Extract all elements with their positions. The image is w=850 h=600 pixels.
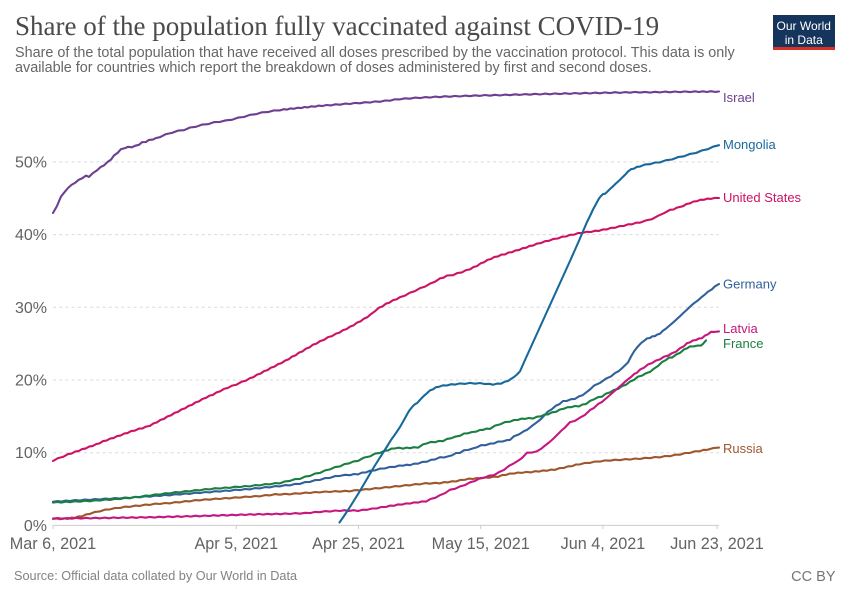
svg-text:Jun 23, 2021: Jun 23, 2021 — [670, 535, 764, 553]
svg-text:Russia: Russia — [723, 441, 764, 456]
svg-text:May 15, 2021: May 15, 2021 — [432, 535, 530, 553]
svg-text:United States: United States — [723, 190, 802, 205]
svg-text:20%: 20% — [15, 373, 47, 390]
svg-text:Jun 4, 2021: Jun 4, 2021 — [561, 535, 646, 553]
svg-text:Mongolia: Mongolia — [723, 137, 777, 152]
svg-text:France: France — [723, 336, 763, 351]
svg-text:0%: 0% — [24, 518, 47, 535]
svg-text:Germany: Germany — [723, 277, 777, 292]
svg-text:10%: 10% — [15, 445, 47, 462]
svg-text:Latvia: Latvia — [723, 321, 758, 336]
svg-text:50%: 50% — [15, 154, 47, 171]
svg-text:30%: 30% — [15, 300, 47, 317]
svg-text:Apr 25, 2021: Apr 25, 2021 — [312, 535, 405, 553]
svg-text:Israel: Israel — [723, 90, 755, 105]
svg-text:Mar 6, 2021: Mar 6, 2021 — [10, 535, 96, 553]
svg-text:40%: 40% — [15, 227, 47, 244]
svg-text:Apr 5, 2021: Apr 5, 2021 — [194, 535, 278, 553]
